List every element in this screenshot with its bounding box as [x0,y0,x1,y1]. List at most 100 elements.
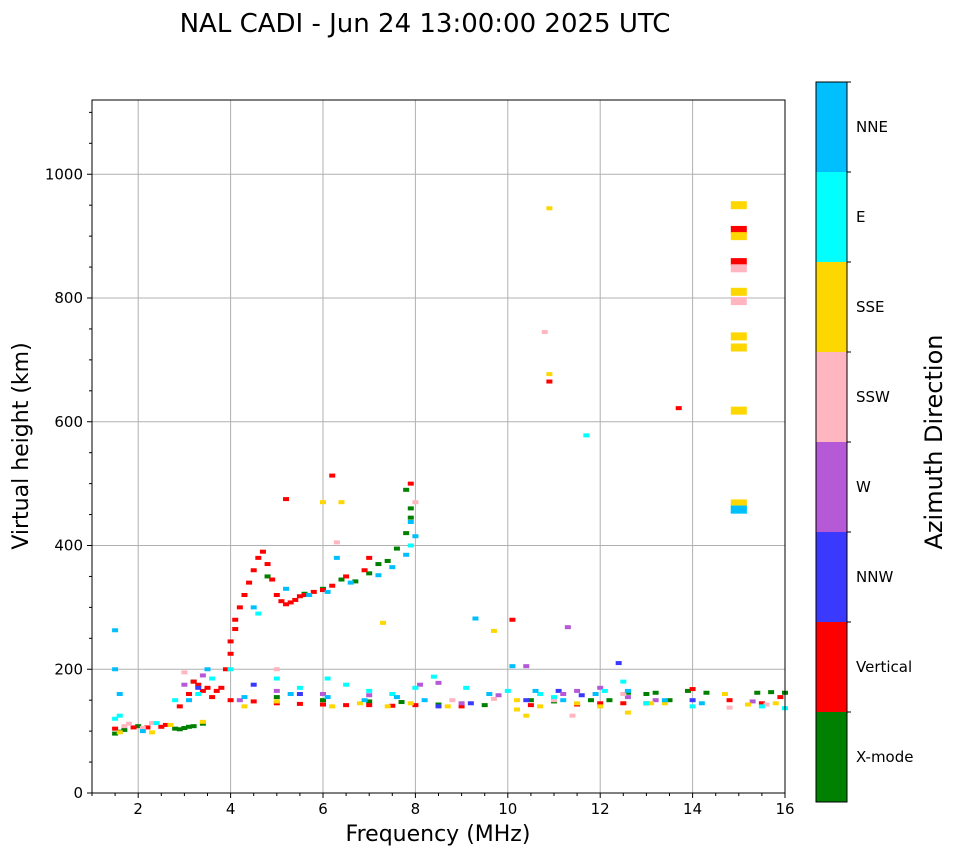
data-point-x-mode [403,487,410,492]
data-point-nne [112,628,119,633]
data-point-e [601,688,608,693]
colorbar-label-ssw: SSW [856,388,890,406]
data-point-vertical [310,589,317,594]
data-point-vertical [209,695,216,700]
colorbar-label-sse: SSE [856,298,885,316]
data-point-vertical [190,679,197,684]
data-point-nnw [435,704,442,709]
x-tick-label: 10 [498,800,517,818]
data-point-vertical [777,695,784,700]
data-point-w [523,664,530,669]
data-point-x-mode [754,690,761,695]
data-point-nnw [250,682,257,687]
data-points [112,201,788,736]
data-point-x-mode [176,727,183,732]
data-point-vertical [218,685,225,690]
data-point-x-mode [264,574,271,579]
data-point-ssw [449,698,456,703]
colorbar-frame [815,81,848,803]
data-point-vertical [361,568,368,573]
data-point-sse [241,704,248,709]
data-point-vertical [158,724,165,729]
colorbar-segment-e [816,172,847,262]
data-point-e [343,682,350,687]
x-axis: 2 4 6 8 10 12 14 16 [91,793,795,818]
data-point-ssw [551,698,557,703]
data-point-nnw [523,698,530,703]
data-point-sse [199,719,206,724]
data-point-vertical [287,600,294,605]
x-tick-label: 2 [133,800,143,818]
data-point-vertical [241,593,248,597]
data-point-e [407,543,414,548]
data-point-x-mode [703,690,710,695]
data-point-nne [407,519,414,524]
x-tick-label: 16 [775,800,794,818]
data-point-ssw [730,264,747,273]
data-point-vertical [675,406,682,411]
data-point-nne [375,573,382,578]
data-point-vertical [730,258,747,267]
data-point-vertical [296,594,303,599]
data-point-w [597,685,604,690]
data-point-ssw [333,540,340,545]
data-point-vertical [186,692,193,696]
data-point-vertical [597,701,604,706]
data-point-nnw [195,685,202,690]
data-point-vertical [407,481,414,486]
data-point-nne [204,667,211,672]
data-point-e [551,695,557,700]
data-point-sse [514,698,521,703]
y-tick-label: 600 [54,413,83,431]
data-point-x-mode [587,698,594,703]
data-point-sse [329,704,336,709]
data-point-ssw [412,500,419,505]
data-point-x-mode [320,698,326,703]
data-point-sse [149,730,156,735]
data-point-x-mode [112,731,119,736]
data-point-e [583,433,590,438]
data-point-vertical [278,599,285,604]
data-point-sse [721,692,728,696]
data-point-nnw [578,693,585,698]
data-point-vertical [509,617,516,622]
data-point-nnw [615,661,622,666]
data-point-nnw [689,698,696,703]
data-point-vertical [412,703,419,708]
data-point-sse [167,722,174,727]
data-point-x-mode [407,515,414,520]
data-point-w [564,625,571,630]
data-point-nne [624,688,631,693]
data-point-ssw [541,330,548,335]
data-point-sse [490,628,497,633]
data-point-ssw [620,692,627,696]
data-point-x-mode [403,531,410,536]
data-point-x-mode [393,546,400,551]
data-point-x-mode [135,724,142,729]
data-point-nne [393,695,400,700]
data-point-ssw [490,696,497,701]
data-point-w [749,699,756,704]
data-point-e [389,692,396,696]
data-point-w [417,682,424,687]
data-point-x-mode [186,724,193,729]
data-point-vertical [112,726,119,731]
y-tick-label: 800 [54,289,83,307]
data-point-e [195,692,202,696]
data-point-vertical [222,667,229,672]
data-point-e [209,676,216,681]
data-point-nne [389,565,396,570]
data-point-sse [380,620,387,625]
data-point-sse [537,704,544,709]
data-point-x-mode [172,726,179,731]
data-point-x-mode [398,700,405,705]
data-point-e [537,692,544,696]
x-tick-label: 14 [683,800,702,818]
data-point-sse [546,206,553,211]
data-point-nne [324,589,331,594]
data-point-e [504,688,511,693]
data-point-nne [112,667,119,672]
data-point-sse [514,707,521,712]
data-point-nne [361,698,368,703]
data-point-nne [403,552,410,557]
